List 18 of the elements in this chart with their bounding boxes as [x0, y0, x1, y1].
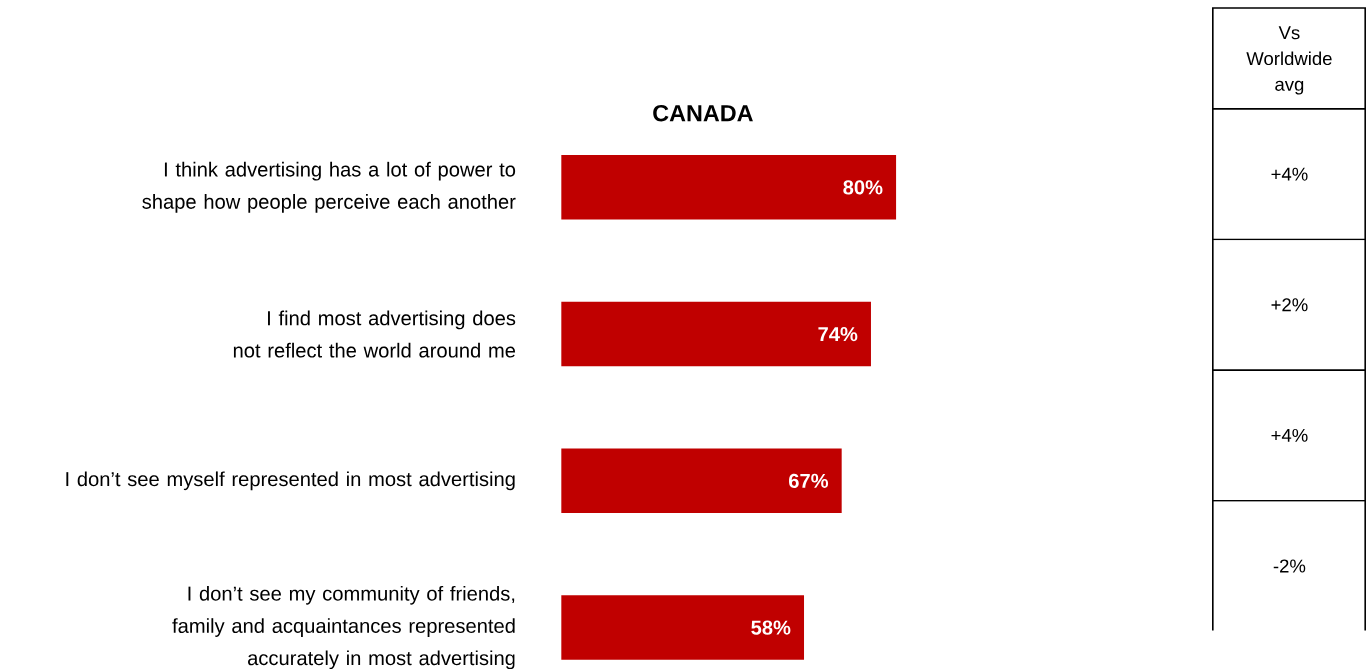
text: Vs Worldwide avg: [1246, 26, 1332, 95]
chart-title: CANADA: [653, 104, 753, 122]
y-tick-label: I find most advertising does not reflect the world around me: [233, 310, 516, 358]
text: +2%: [1271, 298, 1308, 312]
bar: [561, 595, 805, 660]
y-tick-label: I think advertising has a lot of power to shape how people perceive each another: [142, 161, 516, 213]
data-label: 74%: [818, 326, 858, 342]
data-label: 58%: [751, 620, 791, 635]
data-label: 80%: [843, 180, 883, 195]
bar: [561, 155, 897, 220]
text: +4%: [1271, 167, 1308, 181]
text: -2%: [1273, 559, 1306, 573]
bar: [561, 301, 871, 367]
y-tick-label: I don’t see my community of friends, family and acquaintances represented accurately in most advertising: [172, 585, 515, 669]
bar: [561, 448, 842, 513]
text: +4%: [1271, 428, 1308, 442]
y-tick-label: I don’t see myself represented in most advertising: [66, 471, 515, 491]
data-label: 67%: [789, 473, 829, 488]
